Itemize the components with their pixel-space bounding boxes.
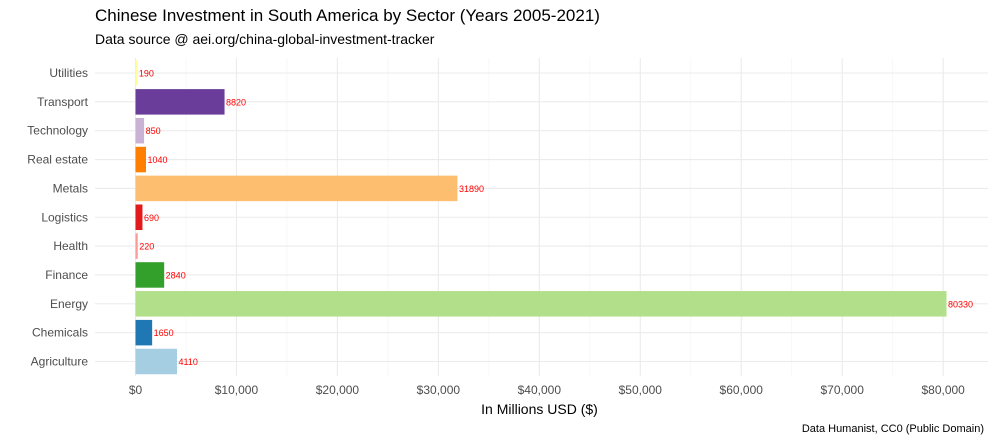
data-label: 31890 <box>459 184 484 194</box>
data-label: 220 <box>139 242 154 252</box>
data-label: 80330 <box>948 299 973 309</box>
data-label: 1650 <box>154 328 174 338</box>
y-tick-label: Metals <box>53 181 88 195</box>
x-tick-label: $0 <box>129 383 143 397</box>
x-tick-label: $50,000 <box>619 383 663 397</box>
bar-chemicals <box>135 319 153 346</box>
y-tick-label: Energy <box>50 297 88 311</box>
chart-subtitle: Data source @ aei.org/china-global-inves… <box>95 31 435 47</box>
data-label: 190 <box>139 69 154 79</box>
bar-transport <box>135 89 225 115</box>
y-tick-label: Logistics <box>41 210 88 224</box>
chart-caption: Data Humanist, CC0 (Public Domain) <box>801 423 984 435</box>
x-tick-label: $60,000 <box>720 383 764 397</box>
y-tick-label: Transport <box>37 95 89 109</box>
bar-finance <box>135 262 165 288</box>
x-tick-label: $80,000 <box>921 383 965 397</box>
data-label: 8820 <box>226 97 246 107</box>
x-axis-title: In Millions USD ($) <box>481 401 598 417</box>
x-tick-label: $10,000 <box>215 383 259 397</box>
y-tick-label: Utilities <box>49 66 88 80</box>
y-tick-label: Chemicals <box>32 326 88 340</box>
data-label: 4110 <box>178 357 197 367</box>
bar-health <box>135 233 138 259</box>
y-tick-label: Agriculture <box>31 355 89 369</box>
data-label: 690 <box>144 213 159 223</box>
x-tick-label: $70,000 <box>821 383 865 397</box>
data-label: 850 <box>146 126 161 136</box>
bar-energy <box>135 291 947 317</box>
x-tick-label: $30,000 <box>417 383 461 397</box>
bar-logistics <box>135 204 143 230</box>
y-tick-label: Technology <box>27 124 88 138</box>
x-tick-label: $20,000 <box>316 383 360 397</box>
chart-title: Chinese Investment in South America by S… <box>95 6 600 25</box>
data-label: 1040 <box>147 155 167 165</box>
y-tick-label: Real estate <box>27 153 88 167</box>
bar-real-estate <box>135 146 146 173</box>
bar-metals <box>135 175 458 202</box>
bar-utilities <box>135 60 138 86</box>
y-tick-label: Finance <box>45 268 88 282</box>
bar-agriculture <box>135 348 177 375</box>
x-tick-label: $40,000 <box>518 383 562 397</box>
bar-technology <box>135 117 145 144</box>
y-tick-label: Health <box>53 239 88 253</box>
data-label: 2840 <box>166 270 186 280</box>
